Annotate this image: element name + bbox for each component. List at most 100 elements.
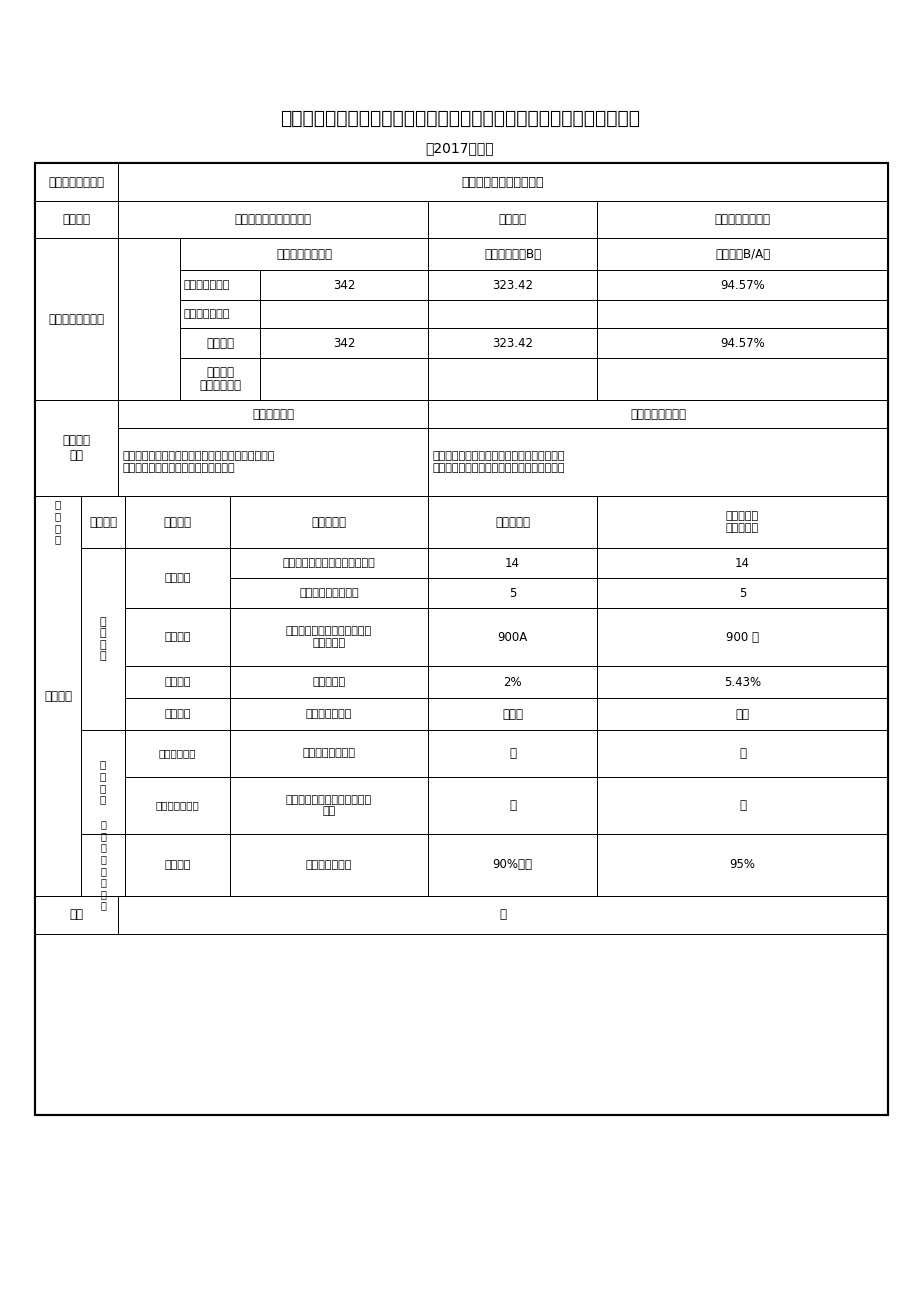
Text: 给我省文艺家提供交流展示的
空间: 给我省文艺家提供交流展示的 空间	[286, 795, 371, 816]
Bar	[35, 399, 118, 428]
Bar	[427, 328, 596, 358]
Bar	[125, 548, 230, 608]
Bar	[427, 608, 596, 666]
Bar	[118, 238, 180, 399]
Text: 二级指标: 二级指标	[89, 515, 117, 528]
Text: 342: 342	[333, 278, 355, 291]
Text: 全年实际完成情况: 全年实际完成情况	[630, 407, 686, 420]
Bar	[427, 548, 596, 578]
Text: 质量指标: 质量指标	[165, 632, 190, 641]
Text: 绩效指标: 绩效指标	[44, 690, 72, 703]
Bar	[596, 699, 887, 730]
Bar	[180, 238, 427, 271]
Text: 益
标
效
指: 益 标 效 指	[100, 760, 106, 804]
Bar	[596, 578, 887, 608]
Text: 5.43%: 5.43%	[723, 675, 760, 688]
Text: 2%: 2%	[503, 675, 521, 688]
Bar	[180, 358, 260, 399]
Bar	[596, 496, 887, 548]
Bar	[230, 834, 427, 896]
Bar	[35, 200, 118, 238]
Bar	[260, 358, 427, 399]
Bar	[596, 358, 887, 399]
Text: 优: 优	[738, 747, 745, 760]
Bar	[596, 777, 887, 834]
Text: 优: 优	[738, 799, 745, 812]
Bar	[125, 608, 230, 666]
Bar	[596, 301, 887, 328]
Bar	[180, 328, 260, 358]
Bar	[596, 238, 887, 271]
Bar	[118, 428, 427, 496]
Bar	[427, 699, 596, 730]
Bar	[427, 730, 596, 777]
Bar	[427, 666, 596, 699]
Text: 说明: 说明	[70, 908, 84, 921]
Text: 丰富我省文化生活: 丰富我省文化生活	[302, 748, 355, 758]
Bar	[596, 328, 887, 358]
Text: 评选表彰一批优秀的文艺人才、通过采风调研展览等
活动加强个文艺每类沟通交流，展示。: 评选表彰一批优秀的文艺人才、通过采风调研展览等 活动加强个文艺每类沟通交流，展示…	[123, 451, 275, 472]
Text: 成本节约率: 成本节约率	[312, 677, 346, 687]
Bar	[427, 301, 596, 328]
Bar	[596, 666, 887, 699]
Text: 实施单位: 实施单位	[498, 213, 526, 226]
Bar	[427, 496, 596, 548]
Bar	[230, 730, 427, 777]
Text: 一年内: 一年内	[502, 708, 522, 721]
Text: 专题性文艺活动专项资金: 专题性文艺活动专项资金	[461, 176, 544, 189]
Bar	[81, 730, 125, 834]
Bar	[596, 548, 887, 578]
Text: 活动人员满意度: 活动人员满意度	[305, 860, 352, 870]
Text: 社会效益指标: 社会效益指标	[159, 748, 196, 758]
Text: 5: 5	[738, 587, 745, 600]
Bar	[230, 496, 427, 548]
Text: 5: 5	[508, 587, 516, 600]
Text: 评选表彰一批优秀的文艺人才、通过采风调研
展览等活动加强个文艺每类沟通交流，展示。: 评选表彰一批优秀的文艺人才、通过采风调研 展览等活动加强个文艺每类沟通交流，展示…	[433, 451, 565, 472]
Text: 执行率（B/A）: 执行率（B/A）	[714, 247, 769, 260]
Text: 各文艺门类开展活动数量（个）: 各文艺门类开展活动数量（个）	[282, 558, 375, 569]
Bar	[35, 163, 118, 200]
Bar	[427, 578, 596, 608]
Text: 可持续影响指标: 可持续影响指标	[155, 800, 199, 811]
Bar	[230, 548, 427, 578]
Text: 94.57%: 94.57%	[720, 337, 764, 350]
Bar	[427, 358, 596, 399]
Text: 附件：湖北省文学艺术界联合会专题性文艺活动专项资金绩效目标自评表: 附件：湖北省文学艺术界联合会专题性文艺活动专项资金绩效目标自评表	[279, 108, 640, 127]
Bar	[427, 428, 887, 496]
Text: 产
出
指
标: 产 出 指 标	[99, 617, 107, 661]
Bar	[35, 163, 887, 1115]
Bar	[427, 399, 887, 428]
Bar	[596, 608, 887, 666]
Text: 900A: 900A	[497, 631, 528, 644]
Text: 94.57%: 94.57%	[720, 278, 764, 291]
Text: 年度指标值: 年度指标值	[312, 515, 346, 528]
Bar	[118, 896, 887, 934]
Text: （包括结转结: （包括结转结	[199, 379, 241, 392]
Text: （2017年度）: （2017年度）	[425, 141, 494, 155]
Text: 成本指标: 成本指标	[165, 677, 190, 687]
Bar	[230, 608, 427, 666]
Bar	[118, 163, 887, 200]
Text: 涉及文艺门类（个）: 涉及文艺门类（个）	[299, 588, 358, 598]
Bar	[35, 399, 118, 496]
Bar	[427, 200, 596, 238]
Text: 323.42: 323.42	[492, 337, 532, 350]
Bar	[427, 834, 596, 896]
Text: 项目完成及时率: 项目完成及时率	[305, 709, 352, 719]
Bar	[180, 271, 260, 301]
Text: 14: 14	[734, 557, 749, 570]
Bar	[260, 328, 427, 358]
Bar	[125, 777, 230, 834]
Text: 年度资金总额：: 年度资金总额：	[184, 280, 230, 290]
Bar	[260, 301, 427, 328]
Text: 务
对
象
满
意
成
度
服: 务 对 象 满 意 成 度 服	[100, 820, 106, 911]
Text: 323.42: 323.42	[492, 278, 532, 291]
Bar	[118, 399, 427, 428]
Text: 全年完成值: 全年完成值	[494, 515, 529, 528]
Bar	[125, 666, 230, 699]
Bar	[427, 777, 596, 834]
Text: 900 人: 900 人	[725, 631, 758, 644]
Bar	[125, 699, 230, 730]
Text: 数量指标: 数量指标	[165, 572, 190, 583]
Bar	[260, 271, 427, 301]
